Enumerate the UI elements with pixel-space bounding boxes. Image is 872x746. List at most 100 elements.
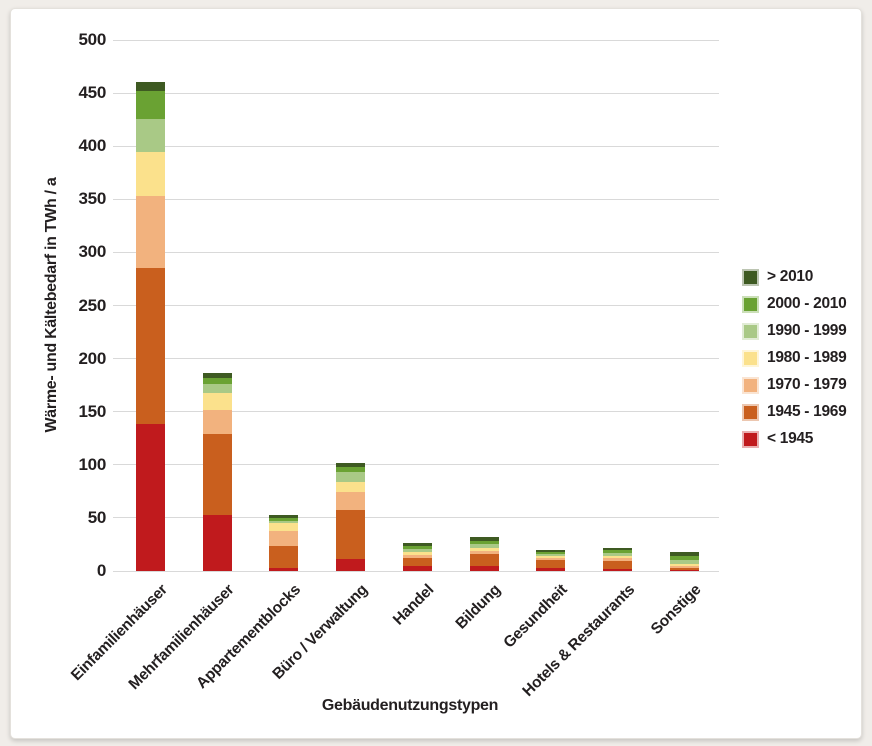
x-category-label: Gesundheit — [500, 581, 572, 652]
bar-segment — [402, 548, 432, 552]
gridline-450 — [113, 92, 719, 94]
legend-swatch-icon — [744, 297, 757, 311]
bar-segment — [336, 481, 366, 493]
x-category-label: Handel — [390, 581, 438, 629]
bar-segment — [336, 472, 366, 482]
bar-segment — [669, 565, 699, 568]
bar-segment — [202, 377, 232, 385]
bar-segment — [402, 565, 432, 571]
bar-segment — [202, 373, 232, 378]
legend-item: 1945 - 1969 — [744, 403, 847, 421]
bar-segment — [402, 555, 432, 559]
gridline-350 — [113, 198, 719, 200]
bar-segment — [602, 558, 632, 562]
bar-segment — [202, 384, 232, 393]
bar-segment — [602, 547, 632, 550]
bar-segment — [469, 550, 499, 554]
y-tick-label-400: 400 — [78, 136, 107, 156]
bar-segment — [669, 567, 699, 570]
bar-segment — [602, 549, 632, 553]
gridline-0 — [113, 570, 719, 572]
y-tick-label-500: 500 — [78, 30, 107, 49]
x-category-label: Hotels & Restaurants — [519, 581, 638, 700]
gridline-100 — [113, 464, 719, 466]
bar-segment — [202, 409, 232, 434]
bar-segment — [202, 514, 232, 571]
bar-segment — [402, 551, 432, 556]
y-tick-label-50: 50 — [87, 507, 107, 527]
legend-swatch-icon — [744, 405, 757, 419]
gridline-200 — [113, 358, 719, 360]
bar-segment — [269, 521, 299, 524]
bar-segment — [402, 558, 432, 566]
chart-legend: > 2010 2000 - 2010 1990 - 1999 1980 - 1989 1… — [744, 268, 847, 448]
legend-label: < 1945 — [767, 430, 814, 447]
x-category-label: Bildung — [452, 581, 505, 633]
gridline-400 — [113, 145, 719, 147]
bar-segment — [536, 556, 566, 559]
bar-segment — [602, 568, 632, 571]
y-tick-label-200: 200 — [78, 348, 107, 368]
gridline-250 — [113, 305, 719, 306]
bar-segment — [202, 434, 232, 515]
legend-item: 1970 - 1979 — [744, 376, 847, 394]
bar-segment — [336, 462, 366, 467]
bar-segment — [669, 556, 699, 560]
bar-segment — [136, 424, 165, 571]
x-category-label: Sonstige — [647, 581, 705, 638]
gridline-50 — [113, 517, 719, 519]
bar-segment — [536, 558, 566, 561]
legend-label: 1945 - 1969 — [767, 403, 847, 420]
bar-segment — [536, 549, 566, 552]
bar-segment — [469, 554, 499, 566]
bar-segment — [136, 268, 165, 425]
bar-segment — [269, 523, 299, 531]
bar-segment — [269, 517, 299, 522]
gridline-150 — [113, 411, 719, 413]
y-tick-label-450: 450 — [78, 83, 107, 103]
bar-segment — [536, 560, 566, 568]
legend-item: > 2010 — [744, 268, 846, 286]
bar-segment — [602, 552, 632, 557]
gridline-500 — [113, 39, 719, 41]
bar-segment — [669, 551, 699, 557]
bar-segment — [136, 151, 165, 197]
legend-label: 1970 - 1979 — [767, 376, 847, 393]
bar-segment — [402, 546, 432, 549]
bar-segment — [269, 545, 299, 568]
y-tick-label-0: 0 — [96, 561, 106, 580]
bar-segment — [469, 565, 499, 571]
bar-segment — [469, 544, 499, 548]
bar-segment — [536, 551, 566, 554]
legend-swatch-icon — [744, 351, 757, 365]
y-tick-label-250: 250 — [78, 295, 107, 315]
legend-label: 1980 - 1989 — [767, 349, 847, 366]
legend-swatch-icon — [744, 378, 757, 392]
bar-segment — [669, 563, 699, 566]
gridline-300 — [113, 251, 719, 253]
legend-label: 1990 - 1999 — [767, 322, 847, 339]
bar-segment — [136, 90, 165, 119]
bar-segment — [336, 559, 366, 571]
y-tick-label-300: 300 — [78, 242, 107, 262]
bar-segment — [536, 554, 566, 557]
legend-swatch-icon — [744, 324, 757, 338]
legend-item: 2000 - 2010 — [744, 295, 847, 313]
y-tick-label-100: 100 — [78, 454, 107, 474]
y-tick-label-350: 350 — [78, 189, 107, 209]
bar-segment — [136, 82, 165, 91]
legend-label: 2000 - 2010 — [767, 295, 847, 312]
legend-item: 1990 - 1999 — [744, 322, 847, 340]
bar-segment — [269, 514, 299, 518]
bar-segment — [336, 492, 366, 511]
legend-label: > 2010 — [767, 268, 814, 285]
legend-swatch-icon — [744, 432, 757, 446]
bar-segment — [602, 561, 632, 569]
bar-segment — [336, 466, 366, 473]
x-axis-title: Gebäudenutzungstypen — [321, 697, 499, 714]
bar-segment — [469, 537, 499, 542]
bar-segment — [602, 556, 632, 559]
bar-segment — [669, 569, 699, 571]
bar-segment — [202, 392, 232, 410]
